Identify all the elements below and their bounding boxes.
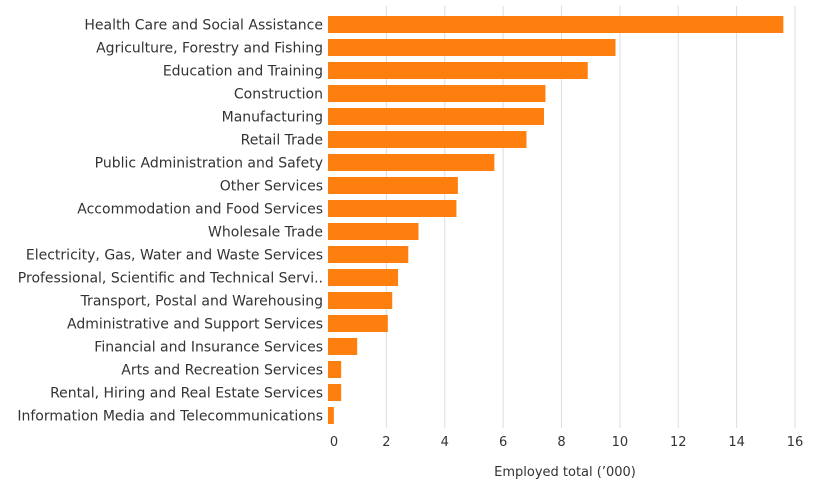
bar xyxy=(328,154,495,171)
category-label: Accommodation and Food Services xyxy=(77,202,323,218)
category-label: Information Media and Telecommunications xyxy=(17,409,323,425)
category-label: Financial and Insurance Services xyxy=(94,340,323,356)
bar xyxy=(328,269,399,286)
bar xyxy=(328,246,409,263)
bar xyxy=(328,292,393,309)
category-label: Manufacturing xyxy=(222,110,323,126)
x-axis-title: Employed total (’000) xyxy=(494,465,636,480)
category-label: Retail Trade xyxy=(241,133,323,149)
category-label: Agriculture, Forestry and Fishing xyxy=(96,41,323,57)
x-tick-label: 16 xyxy=(787,435,804,450)
x-tick-label: 8 xyxy=(557,435,565,450)
category-label: Health Care and Social Assistance xyxy=(84,18,323,34)
category-label: Administrative and Support Services xyxy=(67,317,323,333)
x-tick-label: 6 xyxy=(499,435,507,450)
x-tick-label: 10 xyxy=(612,435,629,450)
bar xyxy=(328,338,358,355)
x-tick-label: 0 xyxy=(330,435,338,450)
bar xyxy=(328,315,388,332)
x-tick-label: 12 xyxy=(670,435,687,450)
bar xyxy=(328,407,334,424)
category-labels: Health Care and Social Assistance Agricul… xyxy=(17,18,323,425)
bar xyxy=(328,177,458,194)
bar xyxy=(328,131,527,148)
bar xyxy=(328,16,784,33)
x-tick-label: 14 xyxy=(728,435,745,450)
category-label: Rental, Hiring and Real Estate Services xyxy=(50,386,323,402)
bar xyxy=(328,108,544,125)
bar xyxy=(328,39,616,56)
bar xyxy=(328,361,342,378)
category-label: Professional, Scientific and Technical S… xyxy=(18,271,323,287)
category-label: Wholesale Trade xyxy=(208,225,323,241)
category-label: Other Services xyxy=(220,179,323,195)
bar xyxy=(328,384,342,401)
x-axis: 0 2 4 6 8 10 12 14 16 xyxy=(330,435,803,450)
x-tick-label: 4 xyxy=(441,435,449,450)
x-tick-label: 2 xyxy=(382,435,390,450)
bar xyxy=(328,85,546,102)
bar xyxy=(328,62,588,79)
category-label: Public Administration and Safety xyxy=(95,156,323,172)
bar xyxy=(328,200,457,217)
category-label: Construction xyxy=(234,87,323,103)
category-label: Electricity, Gas, Water and Waste Servic… xyxy=(26,248,323,264)
category-label: Education and Training xyxy=(163,64,323,80)
category-label: Transport, Postal and Warehousing xyxy=(80,294,323,310)
bars xyxy=(328,16,784,424)
category-label: Arts and Recreation Services xyxy=(121,363,323,379)
bar xyxy=(328,223,419,240)
